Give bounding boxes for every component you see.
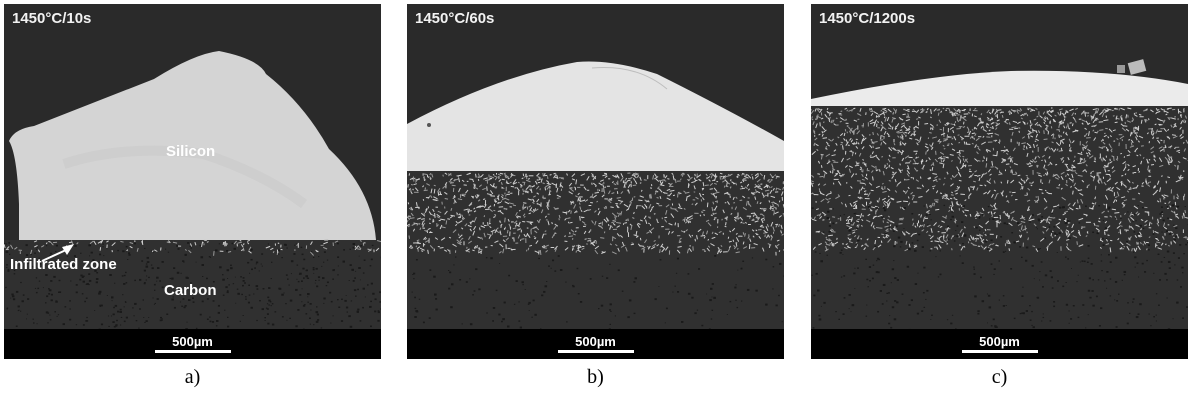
caption-a: a) bbox=[184, 366, 201, 388]
scale-label-a: 500µm bbox=[172, 334, 213, 349]
infiltrated-zone-c bbox=[811, 107, 1188, 253]
micrograph-a-image bbox=[4, 4, 381, 359]
condition-label-b: 1450°C/60s bbox=[415, 10, 495, 27]
scale-label-b: 500µm bbox=[575, 334, 616, 349]
infiltrated-zone-b bbox=[407, 172, 784, 256]
carbon-porosity-a bbox=[4, 242, 381, 331]
silicon-label: Silicon bbox=[166, 143, 216, 160]
micrograph-b-image bbox=[407, 4, 784, 359]
caption-c: c) bbox=[991, 366, 1008, 388]
scale-strip-b: 500µm bbox=[407, 329, 784, 359]
micrograph-panel-b: 1450°C/60s 500µm bbox=[407, 4, 784, 359]
scale-bar-a bbox=[154, 350, 231, 353]
micrograph-panel-a: 1450°C/10s Silicon Infiltrated zone Carb… bbox=[4, 4, 381, 359]
carbon-porosity-c bbox=[811, 204, 1188, 331]
infiltrated-zone-label: Infiltrated zone bbox=[10, 256, 117, 273]
condition-label-a: 1450°C/10s bbox=[12, 10, 92, 27]
scale-bar-c bbox=[961, 350, 1038, 353]
scale-label-c: 500µm bbox=[979, 334, 1020, 349]
silicon-drop-c bbox=[811, 70, 1188, 106]
carbon-porosity-b bbox=[411, 255, 784, 330]
silicon-drop-b bbox=[407, 61, 784, 171]
micrograph-panel-c: 1450°C/1200s 500µm bbox=[811, 4, 1188, 359]
scale-bar-b bbox=[557, 350, 634, 353]
scale-strip-a: 500µm bbox=[4, 329, 381, 359]
condition-label-c: 1450°C/1200s bbox=[819, 10, 916, 27]
caption-b: b) bbox=[587, 366, 604, 388]
micrograph-c-image bbox=[811, 4, 1188, 359]
scale-strip-c: 500µm bbox=[811, 329, 1188, 359]
carbon-label: Carbon bbox=[164, 282, 217, 299]
